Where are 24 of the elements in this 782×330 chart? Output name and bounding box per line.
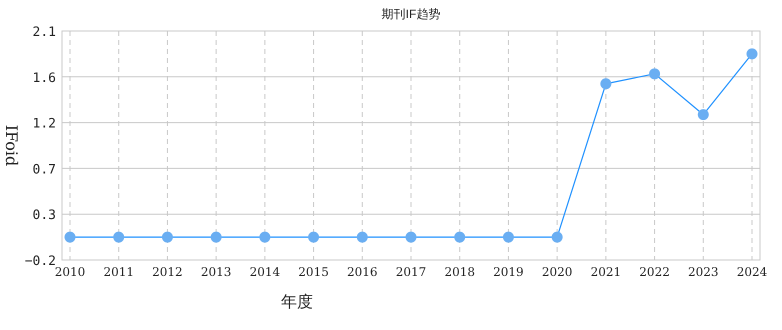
x-tick-label: 2019	[493, 265, 524, 279]
x-tick-label: 2012	[152, 265, 183, 279]
y-tick-label: 1.2	[32, 116, 56, 132]
y-tick-label: −0.2	[24, 254, 56, 269]
x-tick-label: 2016	[347, 265, 378, 279]
x-axis-title: 年度	[281, 293, 313, 311]
x-tick-label: 2010	[54, 265, 86, 279]
y-tick-label: 0.3	[32, 208, 56, 224]
x-tick-label: 2015	[298, 265, 329, 279]
x-tick-label: 2024	[736, 265, 768, 279]
x-tick-label: 2023	[688, 265, 719, 279]
y-tick-label: 1.6	[32, 70, 56, 86]
x-tick-label: 2014	[250, 265, 280, 279]
x-tick-label: 2020	[542, 265, 572, 279]
chart-title: 期刊IF趋势	[382, 7, 440, 21]
x-tick-label: 2021	[590, 265, 622, 279]
x-tick-label: 2013	[200, 265, 232, 279]
x-tick-label: 2011	[103, 265, 134, 279]
x-tick-label: 2017	[396, 265, 426, 279]
y-tick-label: 0.7	[32, 162, 56, 178]
x-tick-label: 2018	[444, 265, 475, 279]
x-tick-label: 2022	[639, 265, 670, 279]
y-tick-label: 2.1	[32, 25, 56, 40]
y-axis-title: IFoid	[2, 124, 21, 166]
